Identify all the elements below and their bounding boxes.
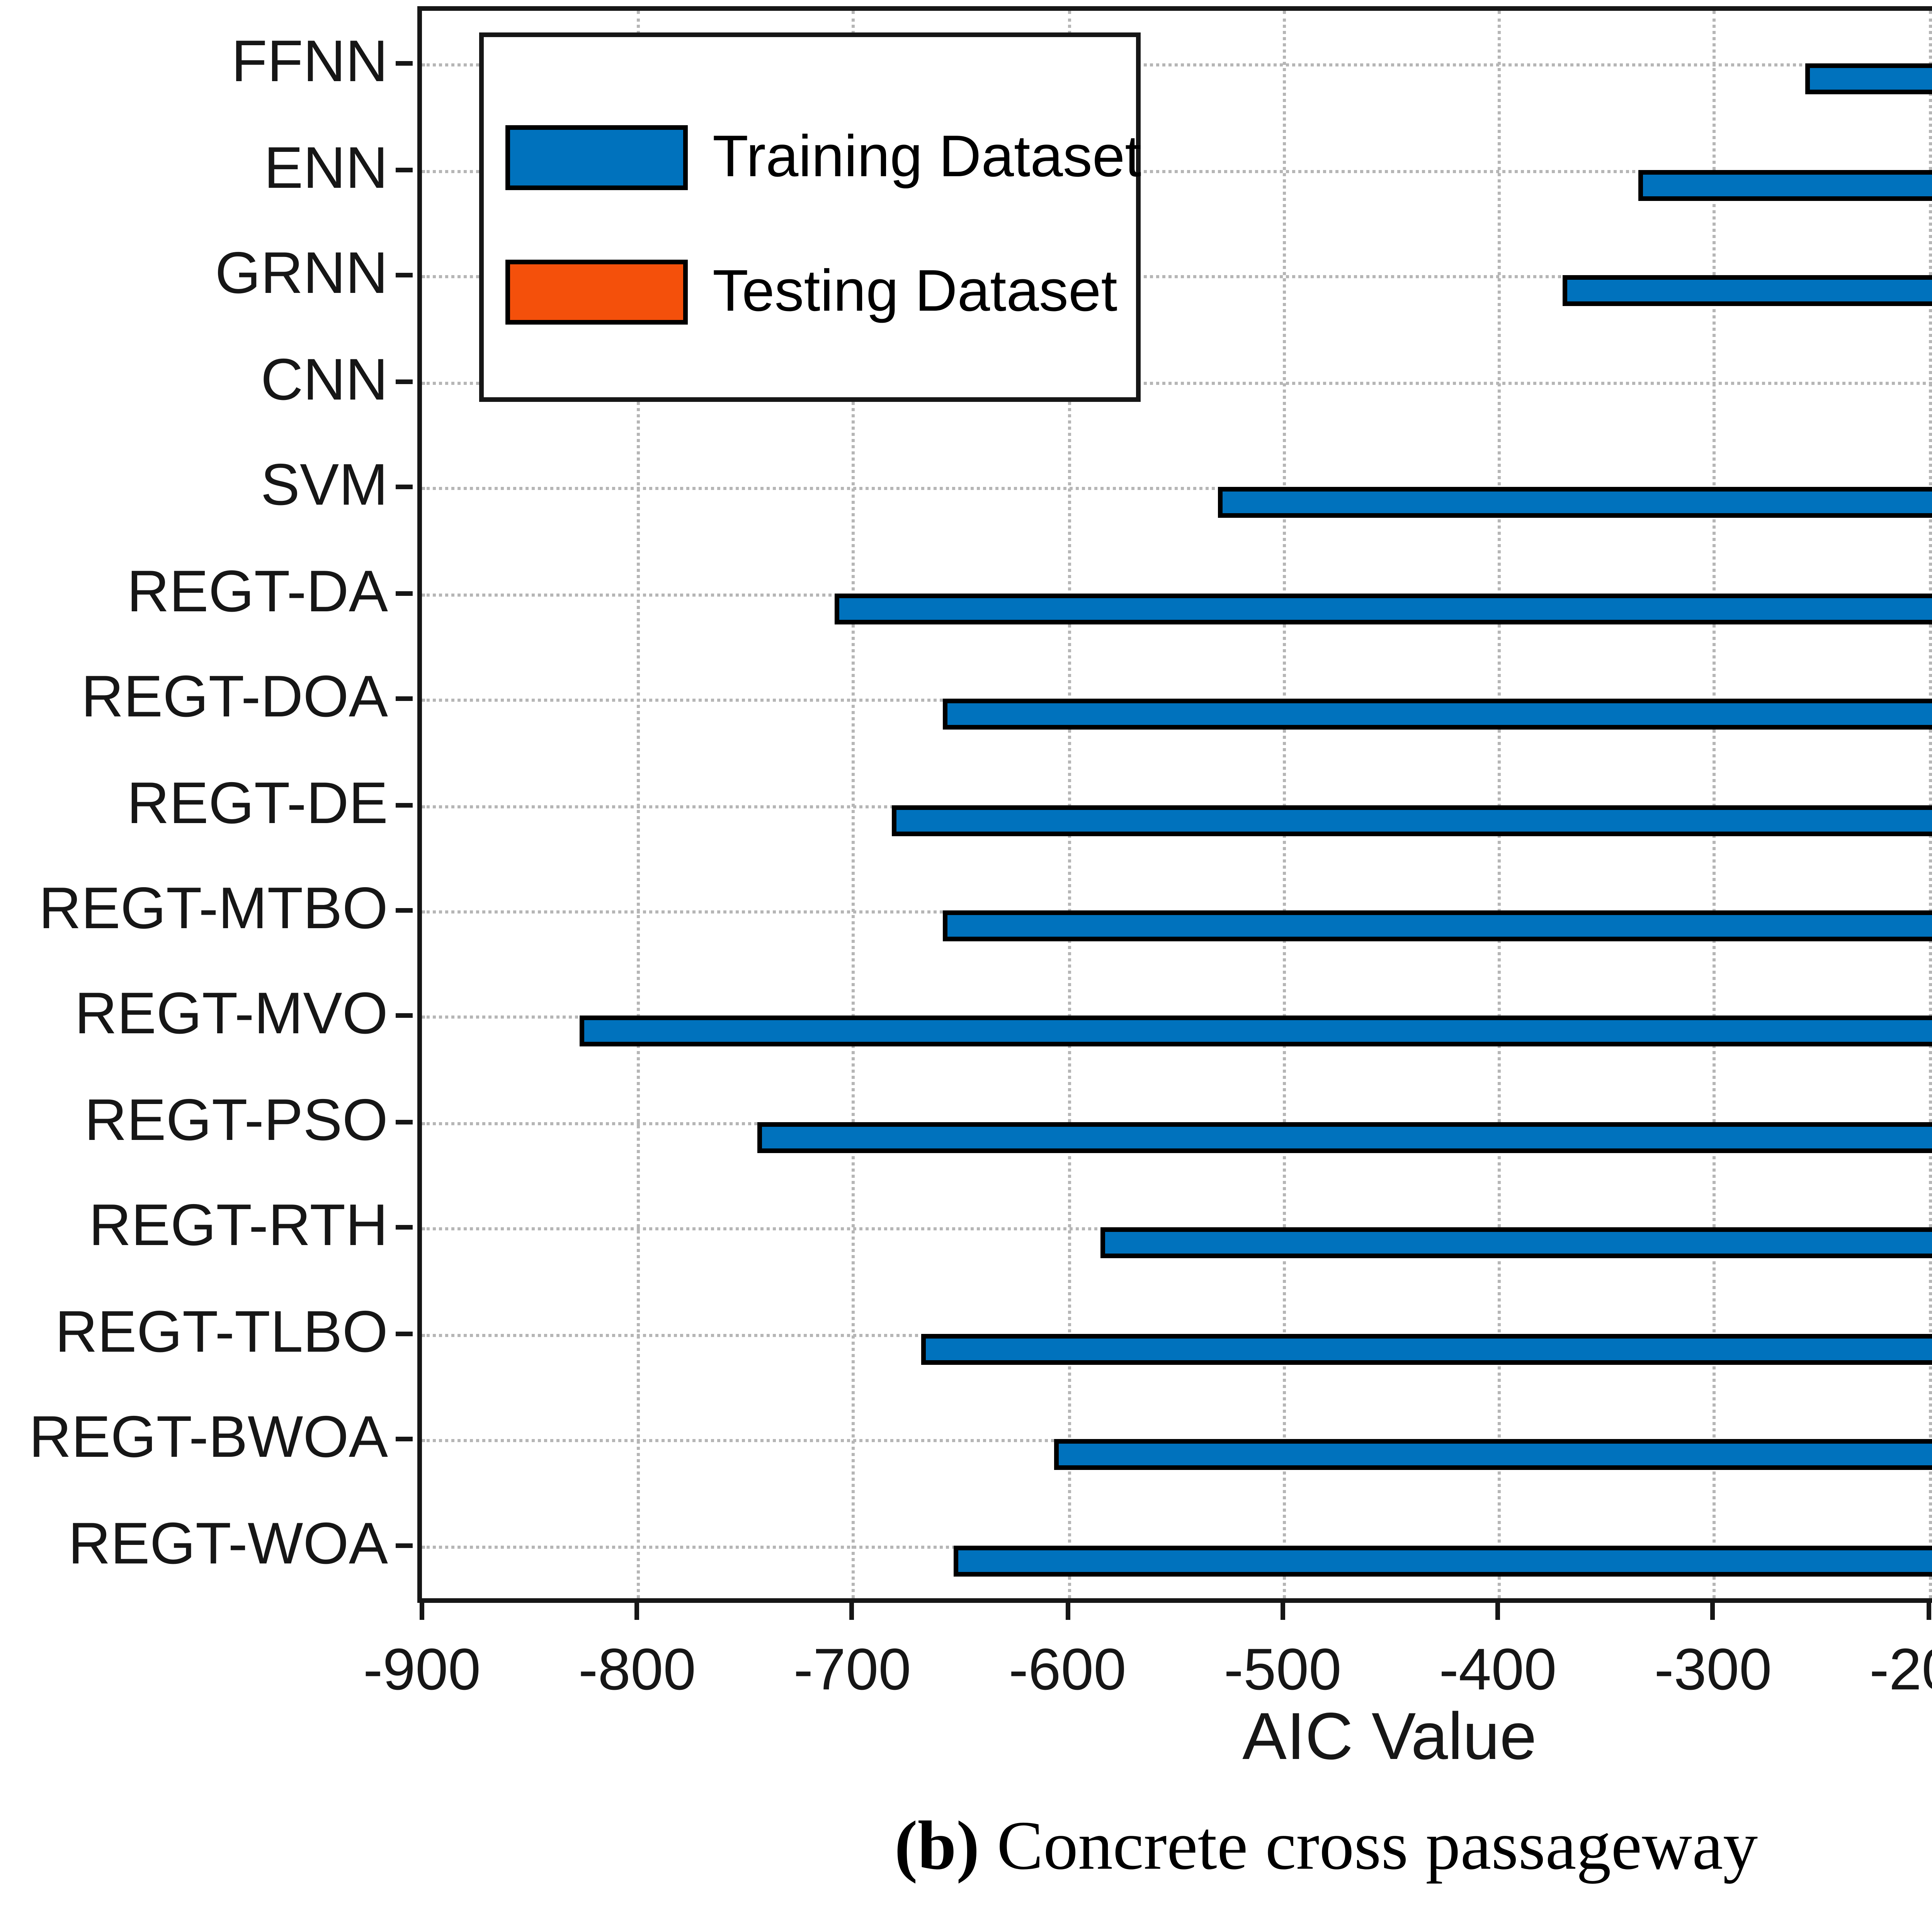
legend: Training Dataset Testing Dataset xyxy=(479,32,1141,402)
x-tick-label--500: -500 xyxy=(1224,1638,1341,1705)
y-label-regt-woa: REGT-WOA xyxy=(68,1512,388,1579)
bar-training-regt-woa xyxy=(954,1545,1932,1576)
y-tick-regt-da xyxy=(396,590,413,595)
y-label-regt-rth: REGT-RTH xyxy=(89,1194,388,1261)
bar-training-grnn xyxy=(1563,276,1932,306)
x-tick-label--600: -600 xyxy=(1009,1638,1126,1705)
y-tick-regt-tlbo xyxy=(396,1331,413,1336)
x-tick-label--300: -300 xyxy=(1654,1638,1772,1705)
y-tick-regt-doa xyxy=(396,696,413,701)
bar-training-svm xyxy=(1218,487,1932,518)
bar-training-regt-pso xyxy=(758,1122,1932,1153)
y-label-regt-mtbo: REGT-MTBO xyxy=(39,877,388,944)
y-tick-svm xyxy=(396,485,413,489)
legend-swatch-testing xyxy=(505,260,688,325)
bar-training-regt-de xyxy=(891,805,1932,835)
x-tick--200 xyxy=(1926,1603,1930,1620)
legend-swatch-training xyxy=(505,125,688,190)
x-tick--900 xyxy=(420,1603,424,1620)
y-tick-enn xyxy=(396,167,413,172)
caption-index: (b) xyxy=(895,1807,980,1884)
x-tick--500 xyxy=(1281,1603,1285,1620)
bar-training-regt-da xyxy=(835,593,1932,624)
y-label-regt-pso: REGT-PSO xyxy=(85,1089,388,1155)
y-label-cnn: CNN xyxy=(261,348,388,415)
x-tick-label--400: -400 xyxy=(1439,1638,1556,1705)
y-tick-regt-woa xyxy=(396,1543,413,1548)
y-label-enn: ENN xyxy=(264,136,388,203)
y-label-regt-de: REGT-DE xyxy=(127,771,388,838)
bar-training-regt-mvo xyxy=(579,1016,1932,1047)
y-label-grnn: GRNN xyxy=(215,242,388,309)
legend-label-training: Training Dataset xyxy=(713,122,1141,193)
y-tick-cnn xyxy=(396,379,413,384)
legend-label-testing: Testing Dataset xyxy=(713,257,1117,328)
bar-training-regt-bwoa xyxy=(1054,1439,1932,1470)
y-tick-regt-bwoa xyxy=(396,1437,413,1442)
y-tick-grnn xyxy=(396,273,413,278)
caption-text: Concrete cross passageway xyxy=(980,1807,1758,1884)
plot-area: Training Dataset Testing Dataset -900-80… xyxy=(417,6,1932,1603)
x-tick--800 xyxy=(635,1603,639,1620)
y-tick-ffnn xyxy=(396,61,413,66)
bar-training-regt-doa xyxy=(943,699,1932,730)
y-label-ffnn: FFNN xyxy=(231,31,388,97)
bar-training-regt-tlbo xyxy=(921,1334,1932,1364)
x-tick--400 xyxy=(1495,1603,1500,1620)
y-label-svm: SVM xyxy=(261,454,388,520)
y-tick-regt-mvo xyxy=(396,1014,413,1019)
bar-training-regt-mtbo xyxy=(943,910,1932,941)
legend-item-training: Training Dataset xyxy=(484,122,1136,193)
y-label-regt-bwoa: REGT-BWOA xyxy=(29,1406,388,1473)
bar-training-regt-rth xyxy=(1100,1228,1932,1259)
caption: (b) Concrete cross passageway xyxy=(895,1805,1758,1886)
x-tick--600 xyxy=(1065,1603,1070,1620)
x-tick-label--900: -900 xyxy=(363,1638,481,1705)
x-tick--700 xyxy=(850,1603,855,1620)
bar-training-enn xyxy=(1638,170,1932,201)
x-axis-title: AIC Value xyxy=(1242,1700,1537,1776)
y-tick-regt-pso xyxy=(396,1120,413,1124)
x-tick-label--800: -800 xyxy=(578,1638,696,1705)
bar-training-ffnn xyxy=(1806,64,1932,95)
y-label-regt-mvo: REGT-MVO xyxy=(75,983,388,1050)
y-label-regt-tlbo: REGT-TLBO xyxy=(55,1300,388,1367)
y-tick-regt-rth xyxy=(396,1225,413,1230)
y-tick-regt-de xyxy=(396,802,413,807)
legend-item-testing: Testing Dataset xyxy=(484,257,1136,328)
y-label-regt-da: REGT-DA xyxy=(127,560,388,626)
y-tick-regt-mtbo xyxy=(396,908,413,913)
x-tick-label--200: -200 xyxy=(1869,1638,1932,1705)
x-tick--300 xyxy=(1711,1603,1715,1620)
y-label-regt-doa: REGT-DOA xyxy=(81,665,388,732)
x-tick-label--700: -700 xyxy=(794,1638,911,1705)
